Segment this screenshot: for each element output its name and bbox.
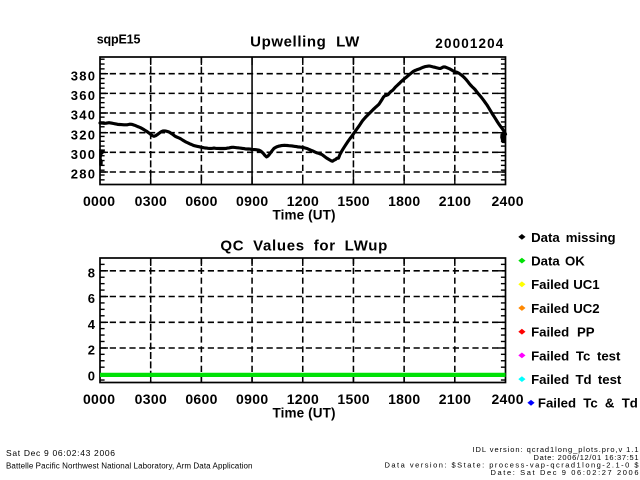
svg-text:360: 360 <box>71 88 95 103</box>
svg-text:1800: 1800 <box>388 193 420 209</box>
svg-text:2400: 2400 <box>491 391 523 407</box>
svg-text:Data OK: Data OK <box>531 254 585 269</box>
svg-text:380: 380 <box>71 68 95 83</box>
svg-text:2100: 2100 <box>439 391 471 407</box>
svg-text:0600: 0600 <box>185 193 217 209</box>
svg-text:Failed UC1: Failed UC1 <box>531 277 600 292</box>
svg-text:IDL version: qcrad1long_plots.: IDL version: qcrad1long_plots.pro,v 1.1 <box>473 445 639 454</box>
svg-text:2400: 2400 <box>491 193 523 209</box>
svg-text:Failed Td test: Failed Td test <box>531 372 622 387</box>
svg-text:Time (UT): Time (UT) <box>273 406 336 421</box>
svg-text:8: 8 <box>88 265 95 280</box>
svg-text:0: 0 <box>88 368 95 383</box>
svg-text:Upwelling LW: Upwelling LW <box>250 34 360 51</box>
svg-text:1200: 1200 <box>287 193 319 209</box>
svg-text:Data missing: Data missing <box>531 230 615 245</box>
svg-text:0300: 0300 <box>135 391 167 407</box>
svg-text:1500: 1500 <box>337 391 369 407</box>
svg-text:320: 320 <box>71 127 95 142</box>
svg-text:Sat Dec 9 06:02:43 2006: Sat Dec 9 06:02:43 2006 <box>6 448 115 458</box>
svg-text:6: 6 <box>88 291 95 306</box>
svg-text:1500: 1500 <box>337 193 369 209</box>
svg-text:280: 280 <box>71 167 95 182</box>
svg-text:Failed Tc & Td: Failed Tc & Td <box>538 396 638 411</box>
svg-text:0000: 0000 <box>83 193 115 209</box>
svg-text:0300: 0300 <box>135 193 167 209</box>
svg-text:Data version: $State: process-: Data version: $State: process-vap-qcrad1… <box>385 461 640 470</box>
svg-text:Battelle Pacific Northwest Nat: Battelle Pacific Northwest National Labo… <box>6 462 253 471</box>
svg-text:340: 340 <box>71 108 95 123</box>
svg-text:2100: 2100 <box>439 193 471 209</box>
svg-text:Date: Sat Dec 9 06:02:27 2006: Date: Sat Dec 9 06:02:27 2006 <box>491 468 639 477</box>
svg-text:0000: 0000 <box>83 391 115 407</box>
svg-text:300: 300 <box>71 147 95 162</box>
svg-text:Failed PP: Failed PP <box>531 325 595 340</box>
svg-text:20001204: 20001204 <box>435 36 503 51</box>
svg-text:2: 2 <box>88 343 95 358</box>
svg-text:1200: 1200 <box>287 391 319 407</box>
svg-text:1800: 1800 <box>388 391 420 407</box>
svg-text:Failed Tc test: Failed Tc test <box>531 348 621 363</box>
svg-text:QC Values for LWup: QC Values for LWup <box>220 237 388 254</box>
svg-text:Time (UT): Time (UT) <box>273 207 336 222</box>
svg-text:Date: 2006/12/01 16:37:51: Date: 2006/12/01 16:37:51 <box>534 453 639 462</box>
svg-text:4: 4 <box>88 317 96 332</box>
svg-text:0600: 0600 <box>185 391 217 407</box>
svg-text:0900: 0900 <box>236 193 268 209</box>
svg-text:0900: 0900 <box>236 391 268 407</box>
svg-text:Failed UC2: Failed UC2 <box>531 301 600 316</box>
svg-text:sqpE15: sqpE15 <box>97 33 141 47</box>
